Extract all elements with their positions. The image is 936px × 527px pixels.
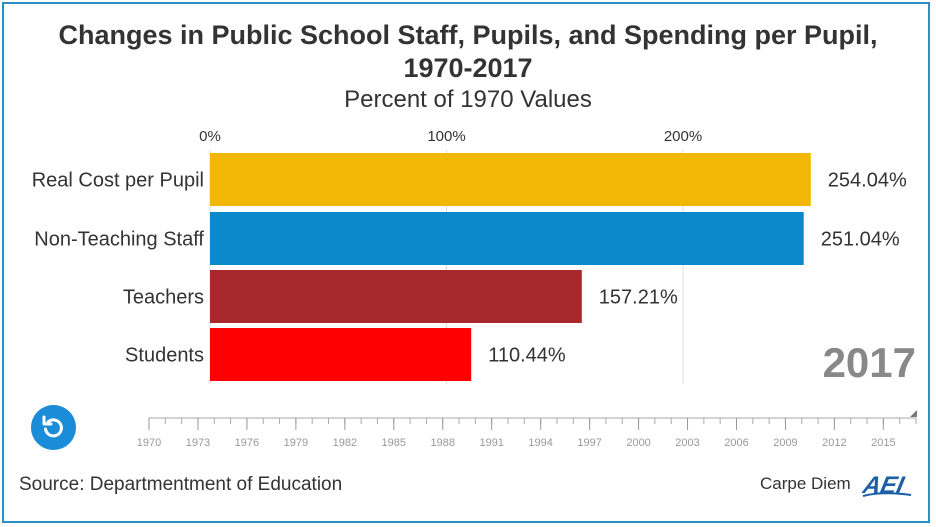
bar[interactable] (210, 270, 582, 323)
category-label: Non-Teaching Staff (34, 229, 204, 251)
chart-subtitle: Percent of 1970 Values (344, 86, 592, 113)
brand-text: Carpe Diem (760, 474, 851, 493)
timeline-tick-label: 2015 (871, 437, 895, 449)
timeline-tick-label: 1988 (431, 437, 455, 449)
timeline-tick-label: 2009 (773, 437, 797, 449)
timeline-tick-label: 2012 (822, 437, 846, 449)
value-label: 110.44% (488, 345, 566, 367)
timeline-tick-label: 1979 (284, 437, 308, 449)
category-label: Teachers (123, 287, 204, 309)
timeline-tick-label: 2006 (724, 437, 748, 449)
chart-title: Changes in Public School Staff, Pupils, … (58, 20, 878, 83)
timeline-tick-label: 1973 (186, 437, 210, 449)
current-year-label: 2017 (823, 339, 916, 386)
bar[interactable] (210, 212, 804, 265)
x-tick-label: 100% (427, 128, 465, 145)
value-label: 251.04% (821, 229, 900, 251)
aei-logo: AEI (855, 469, 915, 499)
timeline-tick-label: 1985 (382, 437, 406, 449)
replay-icon (42, 415, 63, 438)
timeline-tick-label: 1982 (333, 437, 357, 449)
x-tick-label: 200% (664, 128, 702, 145)
timeline-tick-label: 2000 (626, 437, 650, 449)
brand: Carpe Diem AEI (760, 469, 915, 499)
timeline-tick-label: 1991 (479, 437, 503, 449)
timeline-tick-label: 1997 (577, 437, 601, 449)
value-label: 157.21% (599, 287, 678, 309)
bar[interactable] (210, 153, 811, 206)
timeline-tick-label: 2003 (675, 437, 699, 449)
timeline-tick-label: 1976 (235, 437, 259, 449)
bar[interactable] (210, 328, 472, 381)
category-label: Students (125, 345, 204, 367)
x-tick-label: 0% (199, 128, 221, 145)
category-label: Real Cost per Pupil (32, 170, 204, 192)
timeline-handle[interactable] (910, 410, 917, 417)
value-label: 254.04% (828, 170, 907, 192)
replay-button[interactable] (31, 405, 76, 450)
timeline-tick-label: 1994 (528, 437, 552, 449)
timeline-tick-label: 1970 (137, 437, 161, 449)
source-note: Source: Departmentment of Education (19, 474, 343, 495)
